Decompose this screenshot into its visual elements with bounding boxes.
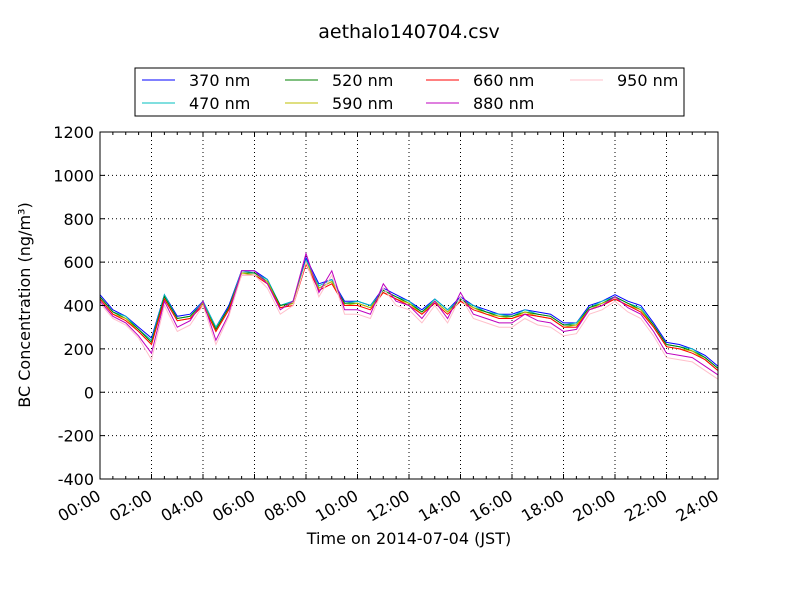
x-axis-title: Time on 2014-07-04 (JST) — [306, 529, 511, 548]
series-line — [99, 251, 719, 376]
x-tick-label: 02:00 — [106, 486, 155, 526]
legend-label: 660 nm — [473, 71, 534, 90]
y-tick-label: 600 — [63, 253, 94, 272]
y-tick-label: 400 — [63, 297, 94, 316]
chart-title: aethalo140704.csv — [318, 21, 500, 43]
x-tick-label: 06:00 — [209, 486, 258, 526]
legend-label: 950 nm — [617, 71, 678, 90]
y-tick-label: -400 — [58, 470, 94, 489]
y-tick-label: 800 — [63, 210, 94, 229]
x-tick-label: 24:00 — [673, 486, 722, 526]
x-tick-label: 12:00 — [364, 486, 413, 526]
plot-frame — [99, 131, 719, 480]
x-tick-label: 14:00 — [415, 486, 464, 526]
legend-label: 370 nm — [189, 71, 250, 90]
x-tick-label: 20:00 — [570, 486, 619, 526]
x-tick-labels: 00:00 02:00 04:00 06:00 08:00 10:00 12:00 14:00… — [55, 486, 722, 526]
y-tick-label: 0 — [84, 383, 94, 402]
series-line — [99, 260, 719, 380]
legend: 370 nm 470 nm 520 nm 590 nm 660 nm 880 nm 950 … — [134, 67, 685, 117]
x-tick-label: 22:00 — [621, 486, 670, 526]
x-tick-label: 04:00 — [158, 486, 207, 526]
legend-label: 470 nm — [189, 94, 250, 113]
x-tick-label: 16:00 — [467, 486, 516, 526]
series-lines — [99, 251, 719, 380]
legend-label: 520 nm — [332, 71, 393, 90]
legend-box — [134, 67, 685, 117]
y-axis-title: BC Concentration (ng/m³) — [15, 202, 34, 407]
legend-label: 590 nm — [332, 94, 393, 113]
x-tick-label: 00:00 — [55, 486, 104, 526]
y-tick-label: 200 — [63, 340, 94, 359]
x-tick-label: 18:00 — [518, 486, 567, 526]
y-tick-label: 1000 — [53, 166, 94, 185]
x-tick-label: 08:00 — [261, 486, 310, 526]
axes — [99, 131, 719, 480]
x-tick-label: 10:00 — [312, 486, 361, 526]
y-tick-label: 1200 — [53, 123, 94, 142]
y-tick-labels: -400 -200 0 200 400 600 800 1000 1200 — [53, 123, 94, 489]
legend-label: 880 nm — [473, 94, 534, 113]
y-tick-label: -200 — [58, 427, 94, 446]
